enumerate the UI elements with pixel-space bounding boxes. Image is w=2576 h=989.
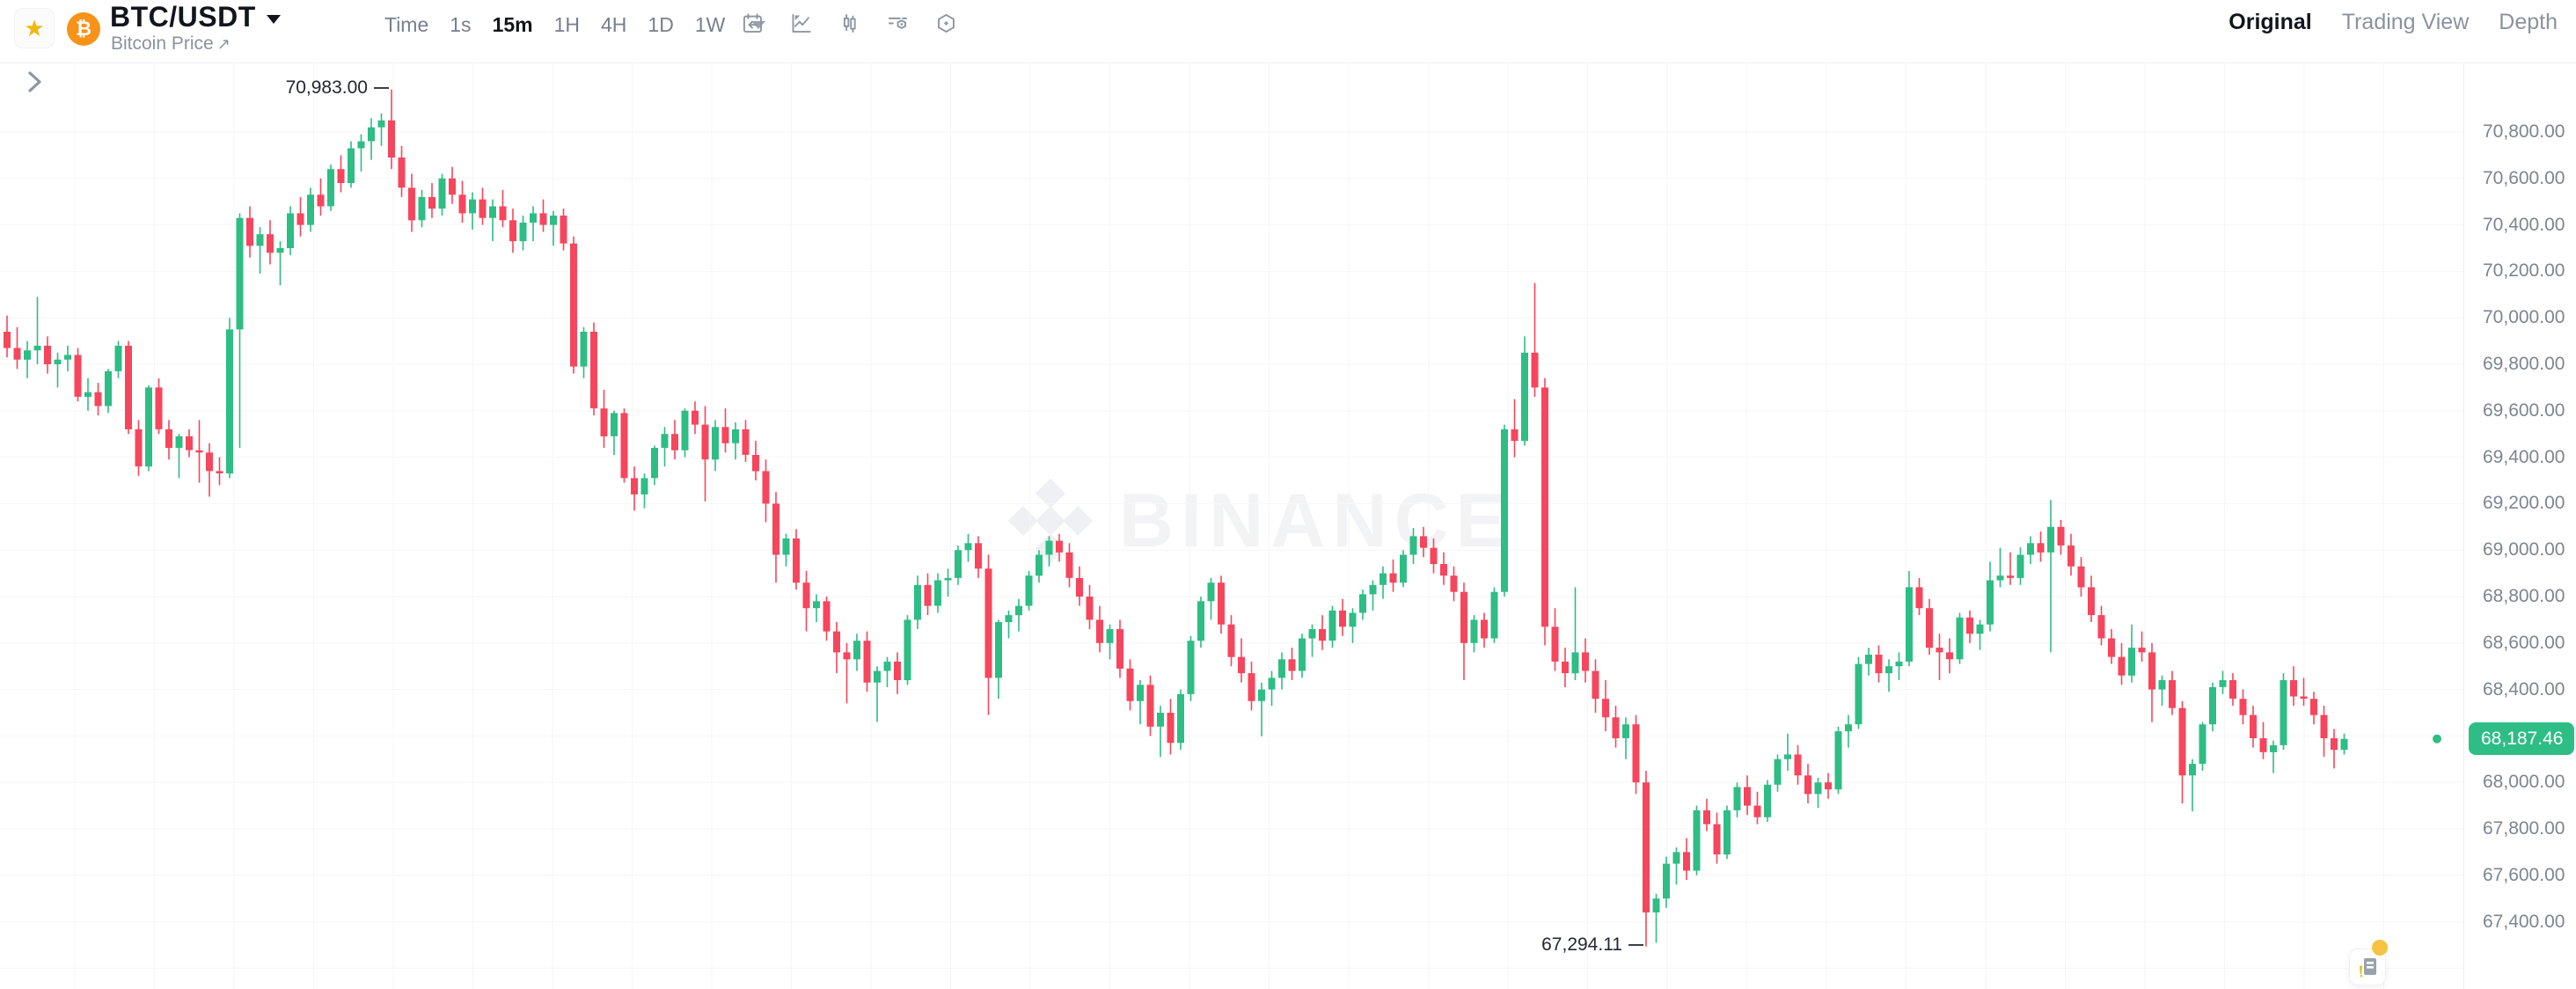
view-mode-tabs: Original Trading View Depth — [2228, 10, 2558, 35]
price-axis-label: 70,000.00 — [2483, 307, 2565, 328]
price-axis-label: 69,800.00 — [2483, 354, 2565, 374]
chart-style-icon[interactable] — [789, 11, 813, 35]
price-axis-label: 69,200.00 — [2483, 493, 2565, 514]
interval-4h[interactable]: 4H — [601, 12, 627, 36]
price-axis-label: 68,000.00 — [2483, 772, 2565, 793]
chevron-right-icon[interactable] — [23, 69, 46, 95]
price-axis[interactable]: 70,800.00 70,600.00 70,400.00 70,200.00 70,0… — [2463, 63, 2576, 989]
price-axis-label: 70,600.00 — [2483, 167, 2565, 188]
price-axis-label: 69,600.00 — [2483, 399, 2565, 421]
chart-toolbar — [741, 11, 958, 35]
interval-1d[interactable]: 1D — [648, 12, 674, 36]
interval-time[interactable]: Time — [384, 12, 429, 36]
price-axis-label: 67,400.00 — [2483, 911, 2565, 932]
interval-1s[interactable]: 1s — [450, 12, 472, 36]
price-axis-label: 69,400.00 — [2483, 446, 2565, 467]
indicators-icon[interactable] — [886, 11, 910, 35]
tab-depth[interactable]: Depth — [2499, 10, 2558, 34]
symbol-selector[interactable]: BTC/USDT — [110, 1, 281, 33]
price-axis-label: 70,200.00 — [2483, 260, 2565, 282]
star-icon: ★ — [24, 15, 45, 41]
symbol-title: BTC/USDT — [110, 1, 256, 33]
high-price-annotation: 70,983.00 — [286, 77, 389, 99]
annotation-tick — [1628, 943, 1643, 946]
settings-hexagon-icon[interactable] — [934, 11, 958, 35]
chevron-down-icon — [266, 14, 281, 24]
price-axis-label: 70,800.00 — [2483, 121, 2565, 142]
candlestick-series — [4, 89, 2348, 947]
price-axis-label: 69,000.00 — [2483, 539, 2565, 560]
price-axis-label: 67,600.00 — [2483, 864, 2565, 885]
last-price-dot — [2433, 734, 2441, 744]
interval-15m[interactable]: 15m — [492, 12, 533, 36]
price-axis-label: 70,400.00 — [2483, 214, 2565, 235]
interval-1w[interactable]: 1W — [694, 12, 726, 36]
low-price-annotation: 67,294.11 — [1541, 934, 1643, 956]
favorite-button[interactable]: ★ — [14, 8, 55, 48]
last-price-badge: 68,187.46 — [2469, 722, 2574, 756]
tab-original[interactable]: Original — [2228, 10, 2312, 34]
price-axis-label: 68,600.00 — [2483, 632, 2565, 653]
price-axis-label: 68,800.00 — [2483, 586, 2565, 606]
news-icon — [2360, 958, 2376, 978]
btc-logo-icon: ₿ — [67, 12, 100, 46]
price-axis-label: 67,800.00 — [2483, 818, 2565, 839]
calendar-icon[interactable] — [741, 11, 765, 35]
interval-dropdown-icon[interactable] — [751, 20, 766, 29]
symbol-subtitle-link[interactable]: Bitcoin Price ↗ — [111, 33, 231, 54]
price-axis-label: 68,400.00 — [2483, 678, 2565, 700]
candle-settings-icon[interactable] — [838, 11, 861, 35]
tab-trading-view[interactable]: Trading View — [2341, 10, 2470, 34]
annotation-tick — [374, 86, 389, 89]
notification-dot — [2372, 940, 2388, 956]
interval-1h[interactable]: 1H — [553, 12, 581, 36]
interval-bar: Time 1s 15m 1H 4H 1D 1W — [384, 11, 766, 38]
chart-header: ★ ₿ BTC/USDT Bitcoin Price ↗ Time 1s 15m 1H 4… — [0, 0, 2576, 63]
external-link-icon: ↗ — [216, 35, 231, 53]
